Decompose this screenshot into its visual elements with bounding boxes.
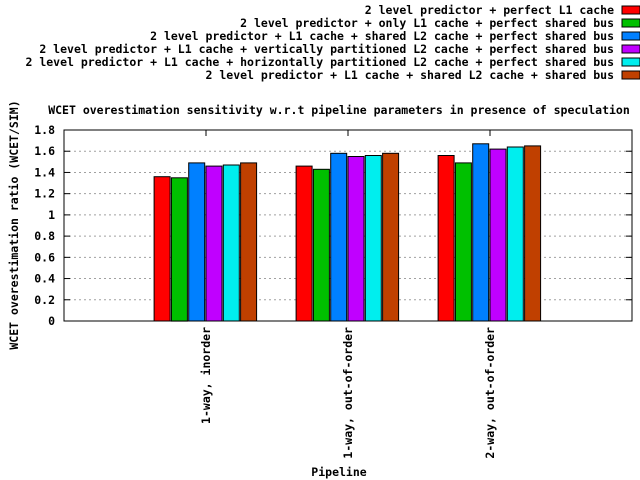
x-tick-label: 2-way, out-of-order [483,327,497,459]
legend-swatch [621,18,640,28]
y-tick-label: 0.4 [34,272,55,286]
legend-label: 2 level predictor + L1 cache + shared L2… [150,29,614,43]
bar [364,155,382,322]
y-tick-label: 0.8 [34,229,55,243]
legend-label: 2 level predictor + only L1 cache + perf… [240,16,614,30]
bar [240,162,258,322]
bar [312,168,330,322]
bar [454,162,472,322]
bar [330,152,348,322]
bar [188,162,206,322]
y-tick-label: 1.8 [34,123,55,137]
legend-label: 2 level predictor + perfect L1 cache [365,3,614,17]
y-tick-label: 1.2 [34,187,55,201]
x-tick-label: 1-way, out-of-order [341,327,355,459]
legend-swatch [621,5,640,15]
y-tick-label: 1.4 [34,165,55,179]
bar [205,165,223,322]
bar [489,148,507,322]
y-tick-label: 0.6 [34,250,55,264]
x-axis-label: Pipeline [311,465,366,479]
bar [382,152,400,322]
bars [153,143,542,322]
bar [347,156,365,322]
y-axis-label: WCET overestimation ratio (WCET/SIM) [7,100,21,349]
legend-label: 2 level predictor + L1 cache + shared L2… [206,68,615,82]
y-tick-label: 1.6 [34,144,55,158]
legend-swatch [621,44,640,54]
legend-swatch [621,31,640,41]
bar [506,146,524,322]
legend-label: 2 level predictor + L1 cache + verticall… [39,42,614,56]
chart-title: WCET overestimation sensitivity w.r.t pi… [48,103,630,117]
bar [295,165,313,322]
y-tick-label: 0.2 [34,293,55,307]
y-tick-label: 1 [48,208,55,222]
bar [437,155,455,322]
bar [170,177,188,322]
bar [472,143,490,322]
legend-swatch [621,70,640,80]
legend-label: 2 level predictor + L1 cache + horizonta… [25,55,614,69]
x-axis-ticks: 1-way, inorder 1-way, out-of-order 2-way, … [199,130,497,459]
y-tick-label: 0 [48,314,55,328]
bar [153,176,171,322]
y-axis-ticks: 0 0.2 0.4 0.6 0.8 1 1.2 1.4 1.6 1.8 [34,123,632,328]
x-tick-label: 1-way, inorder [199,327,213,424]
bar [222,164,240,322]
legend-swatch [621,57,640,67]
bar [524,145,542,322]
